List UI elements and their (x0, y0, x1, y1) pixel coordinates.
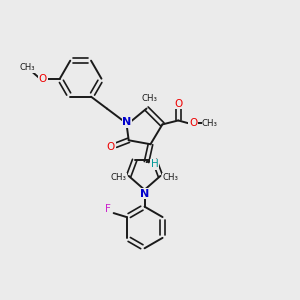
Text: N: N (140, 189, 149, 199)
Text: H: H (151, 159, 158, 169)
Text: O: O (189, 118, 197, 128)
Text: CH₃: CH₃ (111, 173, 127, 182)
Text: CH₃: CH₃ (142, 94, 158, 103)
Text: O: O (39, 74, 47, 84)
Text: O: O (107, 142, 115, 152)
Text: N: N (122, 117, 131, 128)
Text: CH₃: CH₃ (20, 63, 35, 72)
Text: O: O (174, 99, 182, 109)
Text: CH₃: CH₃ (162, 173, 178, 182)
Text: CH₃: CH₃ (202, 119, 218, 128)
Text: F: F (105, 204, 111, 214)
